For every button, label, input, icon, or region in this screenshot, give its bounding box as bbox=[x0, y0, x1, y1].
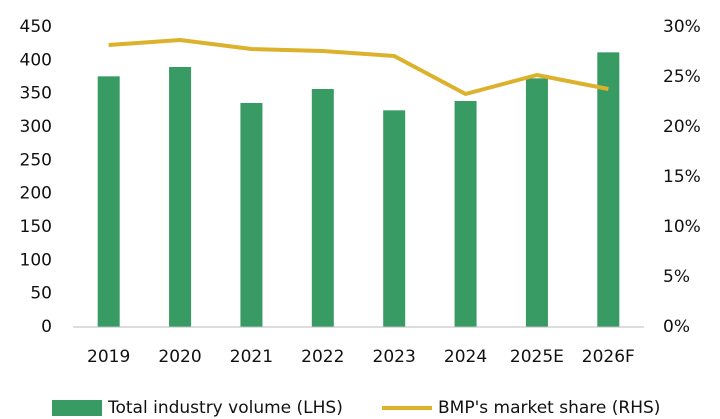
y2-tick-label: 15% bbox=[663, 167, 701, 187]
y2-tick-label: 30% bbox=[663, 17, 701, 37]
y-tick-label: 350 bbox=[20, 84, 52, 104]
y-tick-label: 200 bbox=[20, 184, 52, 204]
y-tick-label: 0 bbox=[41, 317, 52, 337]
bar bbox=[311, 89, 334, 327]
x-tick-label: 2021 bbox=[230, 347, 273, 367]
y-tick-label: 300 bbox=[20, 117, 52, 137]
y2-tick-label: 25% bbox=[663, 67, 701, 87]
bar bbox=[525, 78, 548, 327]
y-tick-label: 150 bbox=[20, 217, 52, 237]
y2-tick-label: 10% bbox=[663, 217, 701, 237]
bar bbox=[240, 103, 263, 327]
y2-tick-label: 20% bbox=[663, 117, 701, 137]
x-tick-label: 2019 bbox=[87, 347, 130, 367]
y-tick-label: 50 bbox=[30, 284, 52, 304]
y2-tick-label: 5% bbox=[663, 267, 690, 287]
y-tick-label: 250 bbox=[20, 150, 52, 170]
bar bbox=[383, 110, 406, 327]
x-tick-label: 2026F bbox=[582, 347, 635, 367]
bar bbox=[454, 101, 477, 327]
legend-label: Total industry volume (LHS) bbox=[107, 398, 343, 418]
x-tick-label: 2025E bbox=[510, 347, 564, 367]
line-series bbox=[108, 38, 609, 96]
legend-label: BMP's market share (RHS) bbox=[438, 398, 660, 418]
y-tick-label: 450 bbox=[20, 17, 52, 37]
bar bbox=[597, 52, 620, 327]
legend-swatch bbox=[52, 400, 102, 416]
x-tick-label: 2024 bbox=[444, 347, 487, 367]
bar bbox=[97, 76, 120, 327]
y2-tick-label: 0% bbox=[663, 317, 690, 337]
bar bbox=[169, 67, 192, 327]
y-tick-label: 400 bbox=[20, 50, 52, 70]
y-tick-label: 100 bbox=[20, 250, 52, 270]
x-tick-label: 2022 bbox=[301, 347, 344, 367]
x-tick-label: 2020 bbox=[158, 347, 201, 367]
x-tick-label: 2023 bbox=[373, 347, 416, 367]
